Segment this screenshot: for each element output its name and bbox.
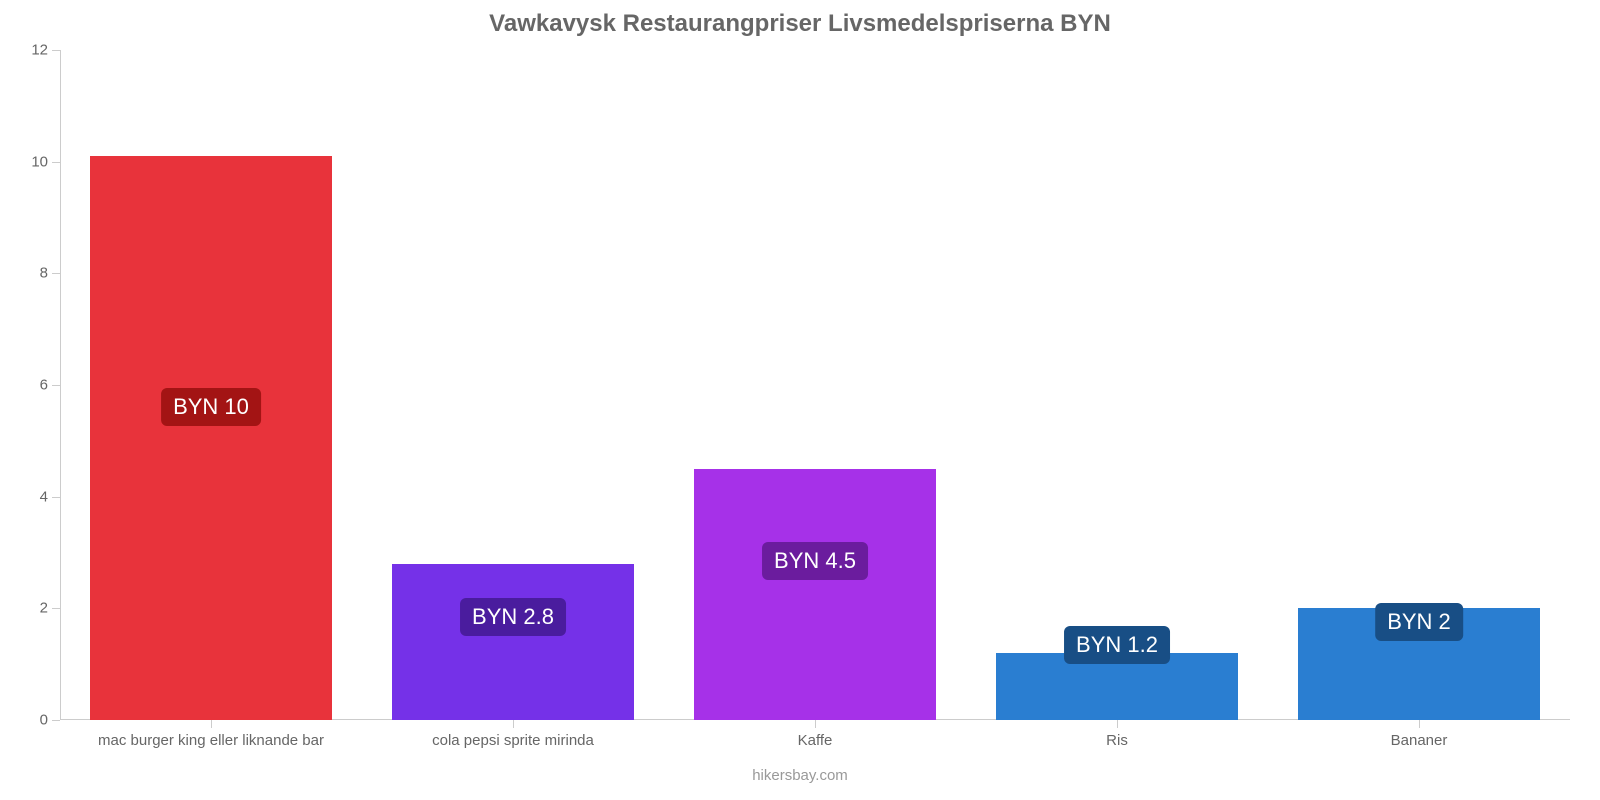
x-tick-label: Kaffe <box>798 720 833 749</box>
bar <box>694 469 936 720</box>
x-tick-label: Bananer <box>1391 720 1448 749</box>
y-tick-label: 2 <box>40 600 60 617</box>
y-tick-label: 0 <box>40 712 60 729</box>
y-tick-label: 4 <box>40 488 60 505</box>
bar <box>392 564 634 720</box>
attribution-text: hikersbay.com <box>0 767 1600 784</box>
bar-value-label: BYN 2.8 <box>460 598 566 636</box>
bar-value-label: BYN 4.5 <box>762 542 868 580</box>
x-tick-label: cola pepsi sprite mirinda <box>432 720 594 749</box>
chart-title: Vawkavysk Restaurangpriser Livsmedelspri… <box>0 0 1600 38</box>
y-tick-label: 12 <box>31 42 60 59</box>
bar-value-label: BYN 2 <box>1375 603 1463 641</box>
price-bar-chart: Vawkavysk Restaurangpriser Livsmedelspri… <box>0 0 1600 800</box>
y-tick-label: 10 <box>31 153 60 170</box>
bar <box>90 156 332 720</box>
x-tick-label: Ris <box>1106 720 1128 749</box>
y-axis <box>60 50 61 720</box>
x-tick-label: mac burger king eller liknande bar <box>98 720 324 749</box>
y-tick-label: 8 <box>40 265 60 282</box>
y-tick-label: 6 <box>40 377 60 394</box>
plot-area: 024681012mac burger king eller liknande … <box>60 50 1570 720</box>
bar-value-label: BYN 10 <box>161 388 261 426</box>
bar-value-label: BYN 1.2 <box>1064 626 1170 664</box>
